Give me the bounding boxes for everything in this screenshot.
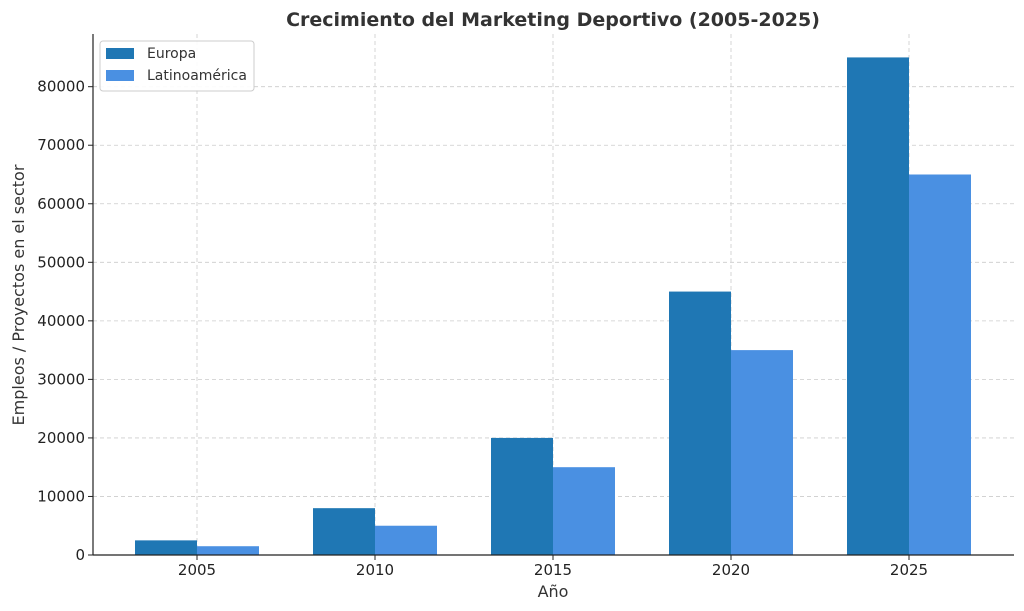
y-axis-ticks: 0 10000 20000 30000 40000 50000 60000 70000 8000… <box>37 78 93 564</box>
legend-box <box>99 40 255 92</box>
x-axis-ticks: 2005 2010 2015 2020 2025 <box>178 555 928 579</box>
legend-label-europa: Europa <box>147 46 196 62</box>
x-tick-label: 2010 <box>356 561 394 579</box>
chart-title: Crecimiento del Marketing Deportivo (200… <box>286 9 820 31</box>
bar-europa-2020 <box>669 291 731 555</box>
y-tick-label: 20000 <box>37 429 85 447</box>
legend-label-latinoamerica: Latinoamérica <box>147 68 247 84</box>
bar-europa-2025 <box>847 57 909 555</box>
legend-swatch-latinoamerica <box>106 70 134 81</box>
y-tick-label: 70000 <box>37 136 85 154</box>
bar-latinoamerica-2010 <box>375 525 437 555</box>
y-tick-label: 10000 <box>37 487 85 505</box>
bar-latinoamerica-2005 <box>197 546 259 555</box>
y-tick-label: 40000 <box>37 312 85 330</box>
bar-europa-2015 <box>491 437 553 555</box>
bars <box>135 57 971 555</box>
y-axis-label: Empleos / Proyectos en el sector <box>9 164 28 425</box>
x-tick-label: 2005 <box>178 561 216 579</box>
y-tick-label: 50000 <box>37 253 85 271</box>
legend-swatch-europa <box>106 48 134 59</box>
y-tick-label: 0 <box>75 546 85 564</box>
bar-latinoamerica-2020 <box>731 350 793 555</box>
bar-europa-2010 <box>313 508 375 555</box>
bar-latinoamerica-2015 <box>553 467 615 555</box>
x-tick-label: 2015 <box>534 561 572 579</box>
bar-europa-2005 <box>135 540 197 555</box>
x-tick-label: 2025 <box>890 561 928 579</box>
bar-latinoamerica-2025 <box>909 174 971 555</box>
y-tick-label: 80000 <box>37 78 85 96</box>
y-tick-label: 30000 <box>37 370 85 388</box>
legend: Europa Latinoamérica <box>99 40 255 92</box>
x-tick-label: 2020 <box>712 561 750 579</box>
y-tick-label: 60000 <box>37 195 85 213</box>
x-axis-label: Año <box>538 582 569 601</box>
